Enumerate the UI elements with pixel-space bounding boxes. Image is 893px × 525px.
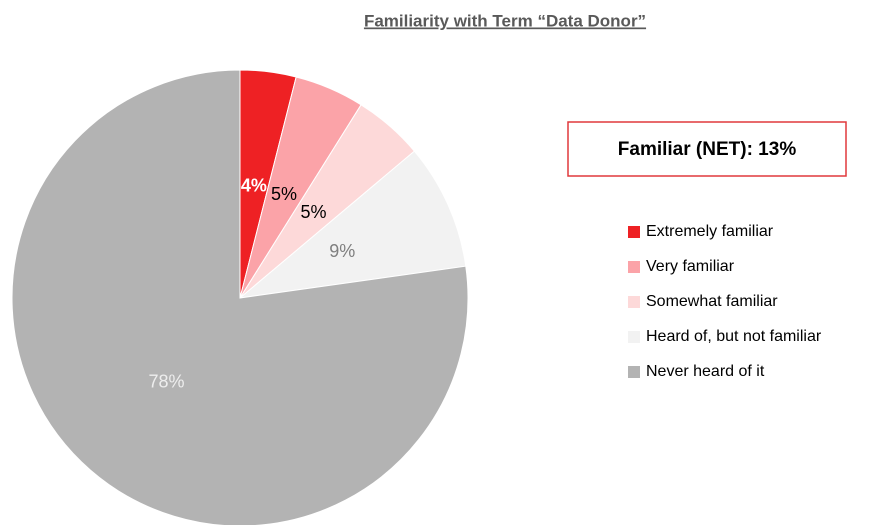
legend-swatch: [628, 366, 640, 378]
data-label: 5%: [300, 202, 326, 222]
legend-label: Never heard of it: [646, 363, 765, 380]
annotation-box: [567, 121, 847, 177]
legend-label: Extremely familiar: [646, 223, 774, 240]
pie-slice: [11, 69, 469, 525]
data-label: 9%: [329, 241, 355, 261]
legend-swatch: [628, 331, 640, 343]
data-label: 78%: [149, 371, 185, 391]
chart-title: Familiarity with Term “Data Donor”: [364, 11, 646, 30]
pie-slice: [238, 150, 467, 299]
legend-swatch: [628, 296, 640, 308]
data-label: 4%: [241, 176, 267, 196]
legend-swatch: [628, 261, 640, 273]
annotation: Familiar (NET): 13%: [618, 139, 797, 160]
legend-label: Heard of, but not familiar: [646, 328, 822, 345]
data-label: 5%: [271, 184, 297, 204]
legend-swatch: [628, 226, 640, 238]
legend-label: Somewhat familiar: [646, 293, 778, 310]
legend-label: Very familiar: [646, 258, 735, 275]
